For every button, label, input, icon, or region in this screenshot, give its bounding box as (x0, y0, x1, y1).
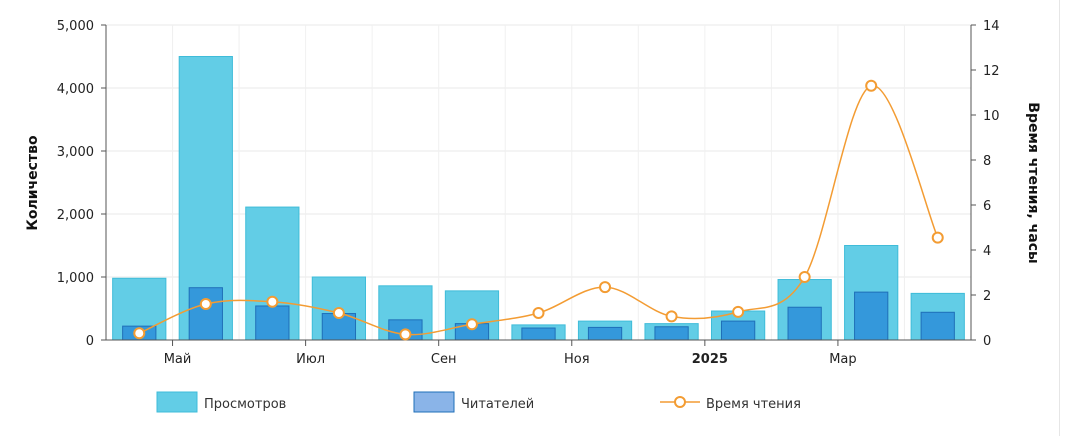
legend-swatch-views (156, 391, 198, 413)
bar-readers[interactable] (521, 327, 556, 341)
bar-readers[interactable] (920, 311, 955, 341)
y2-tick-label: 14 (983, 19, 1000, 34)
reading-time-point[interactable] (266, 295, 279, 308)
y2-tick-label: 2 (983, 289, 991, 304)
bar-readers[interactable] (255, 305, 290, 341)
reading-time-point[interactable] (532, 307, 545, 319)
y-tick-label: 5,000 (57, 19, 94, 34)
y-axis-title: Количество (25, 135, 41, 231)
legend-item-views[interactable]: Просмотров (156, 391, 286, 413)
legend-label-readers: Читателей (461, 397, 534, 412)
bar-readers[interactable] (854, 291, 889, 341)
x-tick-label: Сен (431, 352, 457, 367)
bars-views[interactable] (112, 56, 965, 341)
y2-tick-label: 6 (983, 199, 991, 214)
reading-time-point[interactable] (332, 307, 345, 319)
y2-tick-label: 0 (983, 334, 991, 349)
reading-time-point[interactable] (599, 281, 612, 294)
x-tick-label: Ноя (564, 352, 590, 367)
tick-labels: 0 1,000 2,000 3,000 4,000 5,000 0 2 4 6 8 10 12 14 Май… (57, 19, 1000, 367)
reading-time-point[interactable] (865, 79, 878, 92)
reading-time-point[interactable] (399, 328, 412, 341)
y-tick-label: 3,000 (57, 145, 94, 160)
y2-tick-label: 12 (983, 64, 1000, 79)
reading-time-point[interactable] (931, 231, 944, 244)
legend-item-reading-time[interactable]: Время чтения (660, 396, 801, 412)
bar-readers[interactable] (787, 306, 822, 341)
x-tick-label: 2025 (692, 352, 728, 367)
y2-tick-label: 4 (983, 244, 991, 259)
bar-readers[interactable] (720, 320, 756, 341)
legend-label-views: Просмотров (204, 397, 286, 412)
reading-time-point[interactable] (133, 327, 146, 340)
bar-readers[interactable] (587, 326, 623, 341)
legend-item-readers[interactable]: Читателей (413, 391, 534, 413)
reading-time-point[interactable] (465, 318, 478, 331)
legend-swatch-readers (413, 391, 455, 413)
y-tick-label: 4,000 (57, 82, 94, 97)
y2-tick-label: 10 (983, 109, 1000, 124)
legend-label-reading-time: Время чтения (706, 397, 801, 412)
x-tick-label: Июл (296, 352, 325, 367)
y-tick-label: 2,000 (57, 208, 94, 223)
reading-time-point[interactable] (199, 298, 212, 310)
bar-readers[interactable] (654, 326, 689, 341)
grid-lines (106, 24, 971, 340)
x-tick-label: Май (164, 352, 192, 367)
y-tick-label: 0 (86, 334, 94, 349)
reading-time-point[interactable] (732, 305, 745, 318)
x-tick-label: Мар (829, 352, 856, 367)
axes (105, 25, 972, 341)
legend-marker-reading-time (674, 396, 686, 408)
line-reading-time[interactable] (133, 79, 944, 341)
reading-time-point[interactable] (798, 271, 811, 283)
legend: Просмотров Читателей Время чтения (156, 391, 801, 413)
y-tick-label: 1,000 (57, 271, 94, 286)
y2-tick-label: 8 (983, 154, 991, 169)
reading-time-line (138, 84, 939, 336)
bar-readers[interactable] (188, 287, 223, 341)
reading-time-point[interactable] (665, 310, 678, 323)
y2-axis-title: Время чтения, часы (1025, 102, 1041, 263)
